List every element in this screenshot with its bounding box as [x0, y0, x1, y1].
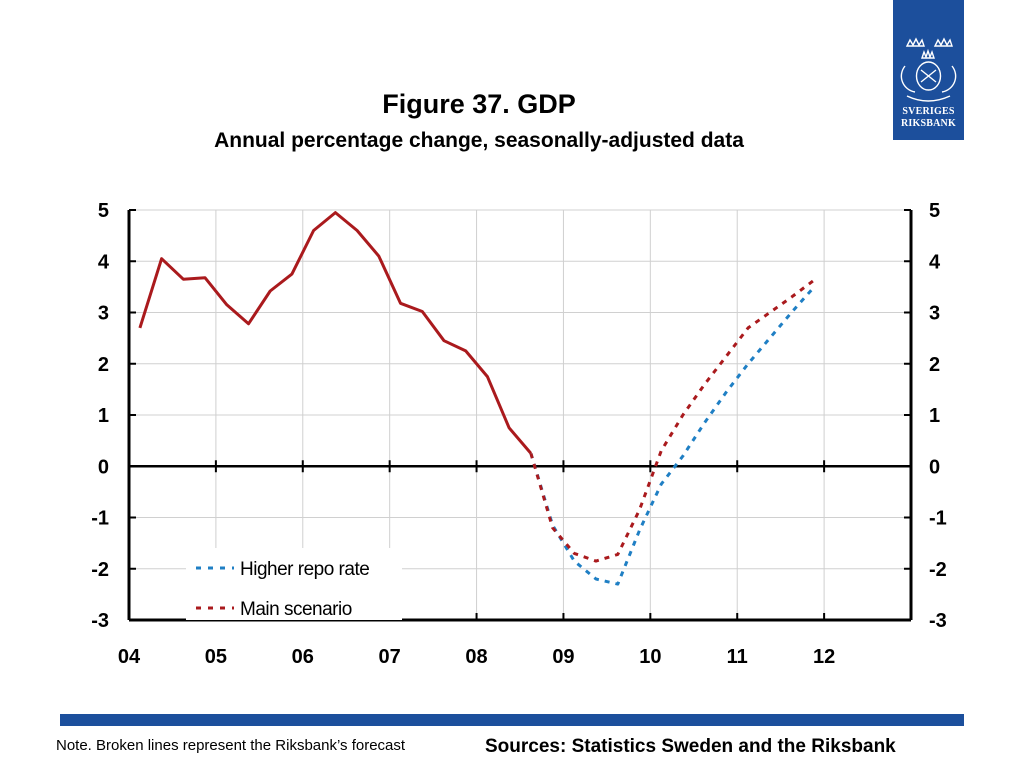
y-tick-label-left: 4: [98, 251, 110, 273]
riksbank-crest-icon: [900, 37, 957, 102]
chart-title: Figure 37. GDP: [382, 89, 576, 119]
x-tick-label: 06: [292, 646, 314, 668]
x-tick-label: 10: [639, 646, 661, 668]
y-tick-label-right: 2: [929, 354, 940, 376]
y-tick-label-left: -1: [91, 508, 109, 530]
y-tick-label-right: -1: [929, 508, 947, 530]
chart-subtitle: Annual percentage change, seasonally-adj…: [214, 129, 744, 152]
riksbank-logo: SVERIGES RIKSBANK: [893, 0, 964, 140]
logo-wordmark: SVERIGES RIKSBANK: [893, 106, 964, 130]
y-tick-label-right: 1: [929, 405, 940, 427]
y-tick-label-right: 5: [929, 200, 940, 222]
logo-line-2: RIKSBANK: [901, 118, 956, 129]
footnote: Note. Broken lines represent the Riksban…: [56, 737, 406, 754]
y-tick-label-right: -2: [929, 559, 947, 581]
y-tick-label-right: 3: [929, 303, 940, 325]
gdp-chart: 5 54 43 32 21 10 0-1 -1-2 -2-3 -304 05 06 07 08 09 10 11…: [91, 200, 947, 668]
y-tick-label-right: 4: [929, 251, 941, 273]
y-tick-label-left: 5: [98, 200, 109, 222]
sources-text: Sources: Statistics Sweden and the Riksb…: [485, 736, 896, 757]
legend-label: Main scenario: [240, 599, 352, 620]
logo-line-1: SVERIGES: [902, 106, 955, 117]
y-tick-label-left: 1: [98, 405, 109, 427]
y-tick-label-right: 0: [929, 456, 940, 478]
x-tick-label: 09: [552, 646, 574, 668]
y-tick-label-left: 3: [98, 303, 109, 325]
y-tick-label-right: -3: [929, 610, 947, 632]
y-tick-label-left: -2: [91, 559, 109, 581]
y-tick-label-left: 2: [98, 354, 109, 376]
series-line-2: [529, 279, 815, 563]
x-tick-label: 07: [379, 646, 401, 668]
x-tick-label: 04: [118, 646, 141, 668]
series-line-0: [138, 211, 533, 455]
footer-divider: [60, 714, 964, 726]
x-tick-label: 08: [465, 646, 487, 668]
y-tick-label-left: -3: [91, 610, 109, 632]
legend-label: Higher repo rate: [240, 559, 369, 580]
x-tick-label: 12: [813, 646, 835, 668]
y-tick-label-left: 0: [98, 456, 109, 478]
x-tick-label: 05: [205, 646, 227, 668]
series-line-1: [529, 286, 815, 586]
x-tick-label: 11: [727, 646, 748, 668]
